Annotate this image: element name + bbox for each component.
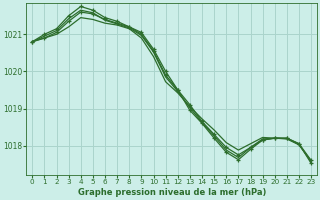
X-axis label: Graphe pression niveau de la mer (hPa): Graphe pression niveau de la mer (hPa): [77, 188, 266, 197]
